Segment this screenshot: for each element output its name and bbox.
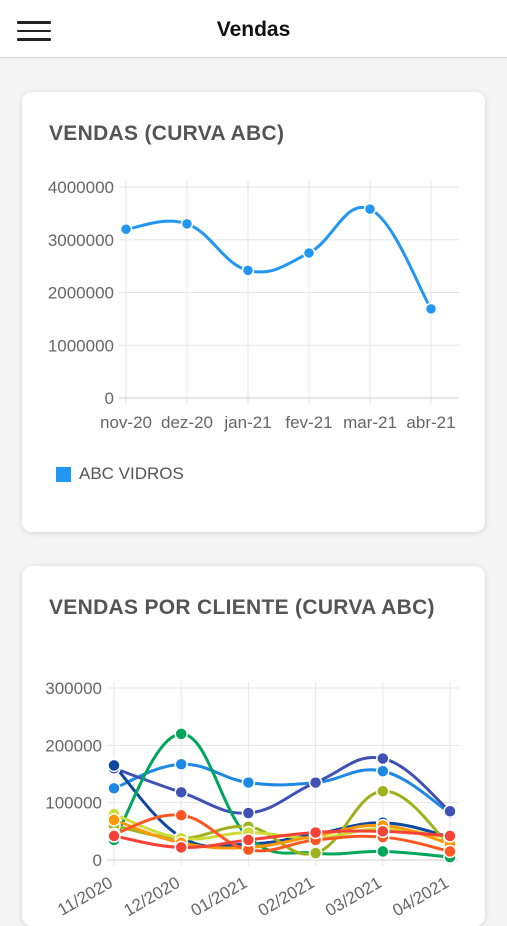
sales-by-client-title: VENDAS POR CLIENTE (CURVA ABC) [49, 596, 435, 619]
data-point [174, 757, 188, 772]
data-point [308, 775, 323, 790]
page-title: Vendas [216, 18, 291, 41]
x-tick-label: 03/2021 [322, 873, 385, 920]
data-point [107, 813, 121, 827]
data-point [174, 727, 188, 741]
x-tick-label: 02/2021 [255, 873, 318, 920]
sales-abc-title: VENDAS (CURVA ABC) [49, 122, 285, 145]
y-tick-label: 200000 [45, 736, 102, 755]
series-line [113, 829, 451, 849]
data-point [241, 775, 256, 790]
data-point [174, 840, 188, 855]
y-tick-label: 1000000 [48, 336, 114, 355]
data-point [241, 806, 256, 820]
data-point [376, 764, 390, 778]
top-app-bar: Vendas [0, 0, 507, 58]
x-tick-label: abr-21 [406, 413, 455, 432]
y-tick-label: 3000000 [48, 231, 114, 250]
data-point [424, 302, 438, 316]
chart-legend[interactable]: ABC VIDROS [56, 464, 184, 484]
x-tick-label: 01/2021 [188, 873, 251, 920]
sales-by-client-chart: 300000 200000 100000 0 11/2020 12/2020 01/2021… [45, 679, 459, 920]
data-point [308, 846, 323, 860]
y-tick-label: 0 [93, 851, 102, 870]
data-point [363, 202, 377, 216]
data-point [107, 758, 121, 773]
data-point [174, 808, 188, 823]
y-tick-label: 100000 [45, 794, 102, 813]
y-tick-label: 2000000 [48, 284, 114, 303]
x-tick-label: nov-20 [100, 413, 152, 432]
data-point [376, 784, 390, 798]
series-line [113, 762, 451, 815]
sales-by-client-card: VENDAS POR CLIENTE (CURVA ABC) 300000 200… [22, 566, 485, 926]
x-tick-label: mar-21 [343, 413, 397, 432]
data-point [302, 246, 316, 260]
data-point [376, 844, 390, 859]
y-tick-label: 300000 [45, 679, 102, 698]
x-tick-label: fev-21 [285, 413, 332, 432]
data-point [376, 824, 390, 839]
data-point [241, 264, 255, 277]
data-point [443, 804, 457, 819]
data-point [180, 217, 194, 231]
sales-abc-chart: 4000000 3000000 2000000 1000000 0 nov-20 dez-2… [48, 178, 459, 432]
x-tick-label: jan-21 [223, 413, 271, 432]
legend-swatch [56, 466, 71, 482]
y-tick-label: 4000000 [48, 178, 114, 197]
data-point [174, 785, 188, 800]
data-point [119, 222, 133, 236]
data-point [107, 781, 121, 796]
sales-abc-card: VENDAS (CURVA ABC) 4000000 3000000 2000000… [22, 92, 485, 532]
series-line [125, 205, 433, 310]
data-point [443, 829, 457, 843]
x-tick-label: 04/2021 [389, 873, 452, 920]
x-tick-label: 11/2020 [54, 873, 116, 920]
x-tick-label: 12/2020 [120, 873, 183, 920]
data-point [376, 751, 390, 766]
legend-label: ABC VIDROS [79, 464, 184, 483]
data-point [308, 825, 323, 840]
x-tick-label: dez-20 [161, 413, 213, 432]
data-point [443, 844, 457, 859]
data-point [241, 833, 256, 847]
data-point [107, 829, 121, 843]
hamburger-menu-icon[interactable] [17, 21, 51, 43]
y-tick-label: 0 [105, 389, 114, 408]
series-line [113, 818, 451, 850]
